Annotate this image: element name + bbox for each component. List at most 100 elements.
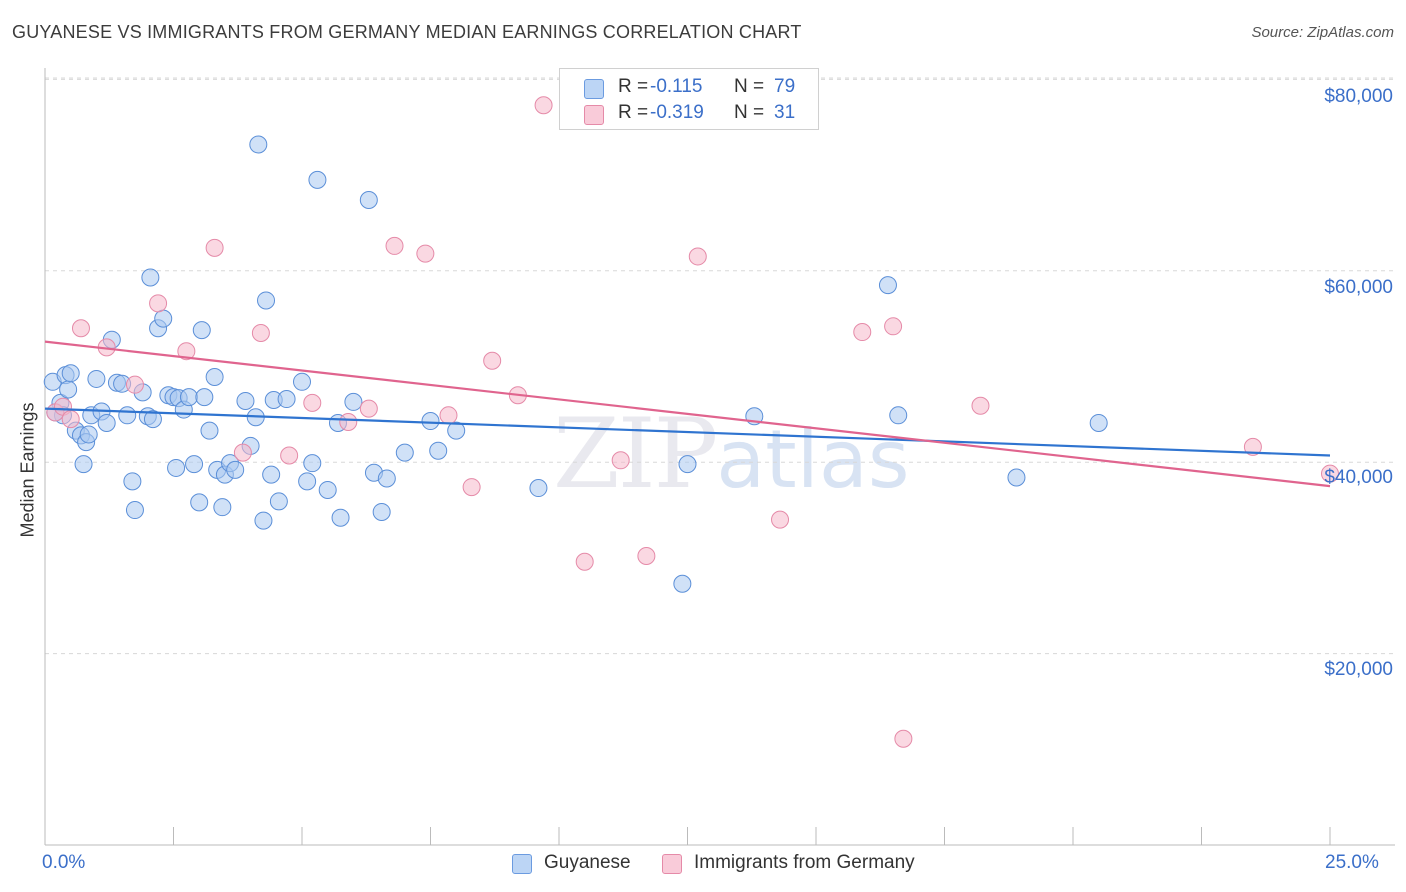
germany-point bbox=[771, 510, 790, 529]
guyanese-point bbox=[125, 501, 144, 520]
germany-point bbox=[611, 451, 630, 470]
germany-point bbox=[177, 342, 196, 361]
guyanese-point bbox=[190, 493, 209, 512]
germany-point bbox=[1321, 464, 1339, 483]
guyanese-point bbox=[359, 190, 378, 209]
germany-point bbox=[853, 323, 872, 342]
x-tick-label-max: 25.0% bbox=[1325, 852, 1379, 873]
guyanese-point bbox=[318, 480, 337, 499]
germany-point bbox=[971, 396, 990, 415]
guyanese-point bbox=[673, 574, 692, 593]
guyanese-point bbox=[372, 502, 391, 521]
guyanese-point bbox=[185, 455, 204, 474]
guyanese-point bbox=[421, 412, 440, 431]
guyanese-point bbox=[59, 380, 78, 399]
germany-point bbox=[339, 413, 358, 432]
watermark: ZIPatlas bbox=[553, 398, 910, 510]
watermark-zip: ZIP bbox=[553, 398, 718, 510]
guyanese-point bbox=[277, 390, 296, 409]
guyanese-point bbox=[1007, 468, 1026, 487]
germany-point bbox=[534, 96, 553, 115]
germany-point bbox=[205, 238, 224, 257]
germany-trend-line bbox=[44, 340, 1331, 488]
germany-point bbox=[149, 294, 168, 313]
germany-point bbox=[359, 399, 378, 418]
guyanese-point bbox=[226, 460, 245, 479]
y-tick-label-80000: $80,000 bbox=[1324, 86, 1393, 107]
guyanese-point bbox=[331, 508, 350, 527]
guyanese-trend-line bbox=[44, 407, 1331, 457]
guyanese-point bbox=[678, 455, 697, 474]
guyanese-point bbox=[195, 388, 214, 407]
guyanese-point bbox=[213, 498, 232, 517]
source-label: Source: ZipAtlas.com bbox=[1251, 24, 1394, 41]
guyanese-point bbox=[167, 458, 186, 477]
guyanese-point bbox=[179, 388, 198, 407]
germany-point bbox=[233, 443, 252, 462]
germany-point bbox=[637, 546, 656, 565]
guyanese-point bbox=[154, 309, 173, 328]
guyanese-point bbox=[249, 135, 268, 154]
bottom-legend-label: Immigrants from Germany bbox=[694, 852, 915, 873]
guyanese-point bbox=[236, 391, 255, 410]
germany-point bbox=[303, 393, 322, 412]
guyanese-point bbox=[141, 268, 160, 287]
bottom-legend-label: Guyanese bbox=[544, 852, 631, 873]
legend-r-label: R = bbox=[618, 76, 649, 97]
legend-swatch-pink bbox=[584, 105, 604, 125]
legend-row-guyanese: R = -0.115 N = 79 bbox=[560, 75, 818, 101]
germany-point bbox=[251, 324, 270, 343]
guyanese-point bbox=[61, 364, 80, 383]
germany-point bbox=[462, 478, 481, 497]
guyanese-point bbox=[447, 421, 466, 440]
guyanese-point bbox=[97, 413, 116, 432]
guyanese-point bbox=[303, 454, 322, 473]
guyanese-point bbox=[74, 455, 93, 474]
legend-n-value: 31 bbox=[774, 102, 796, 123]
guyanese-point bbox=[269, 492, 288, 511]
guyanese-point bbox=[395, 443, 414, 462]
guyanese-point bbox=[529, 479, 548, 498]
chart-title: GUYANESE VS IMMIGRANTS FROM GERMANY MEDI… bbox=[12, 22, 802, 42]
bottom-legend-swatch-blue bbox=[512, 854, 532, 874]
legend-r-label: R = bbox=[618, 102, 649, 123]
guyanese-point bbox=[118, 406, 137, 425]
germany-point bbox=[416, 244, 435, 263]
bottom-legend: Guyanese Immigrants from Germany bbox=[0, 852, 1406, 878]
germany-point bbox=[1243, 437, 1262, 456]
germany-point bbox=[439, 406, 458, 425]
guyanese-point bbox=[143, 410, 162, 429]
germany-point bbox=[884, 317, 903, 336]
legend-row-germany: R = -0.319 N = 31 bbox=[560, 101, 818, 127]
guyanese-point bbox=[429, 441, 448, 460]
germany-point bbox=[688, 247, 707, 266]
guyanese-point bbox=[878, 276, 897, 295]
guyanese-point bbox=[377, 469, 396, 488]
guyanese-point bbox=[79, 425, 98, 444]
guyanese-point bbox=[254, 511, 273, 530]
y-tick-label-60000: $60,000 bbox=[1324, 277, 1393, 298]
guyanese-point bbox=[1089, 413, 1108, 432]
guyanese-point bbox=[293, 372, 311, 391]
guyanese-point bbox=[262, 465, 281, 484]
guyanese-point bbox=[889, 406, 908, 425]
y-tick-label-20000: $20,000 bbox=[1324, 659, 1393, 680]
guyanese-point bbox=[87, 369, 106, 388]
bottom-legend-swatch-pink bbox=[662, 854, 682, 874]
legend-n-label: N = bbox=[734, 76, 765, 97]
guyanese-point bbox=[123, 472, 142, 491]
guyanese-point bbox=[200, 421, 219, 440]
germany-point bbox=[483, 351, 502, 370]
germany-point bbox=[280, 446, 299, 465]
guyanese-point bbox=[308, 170, 327, 189]
guyanese-point bbox=[344, 392, 363, 411]
legend-swatch-blue bbox=[584, 79, 604, 99]
y-axis-label: Median Earnings bbox=[17, 402, 38, 538]
guyanese-point bbox=[192, 321, 211, 340]
germany-point bbox=[385, 236, 404, 255]
germany-point bbox=[575, 552, 594, 571]
correlation-legend: R = -0.115 N = 79 R = -0.319 N = 31 bbox=[559, 68, 819, 130]
germany-point bbox=[125, 375, 144, 394]
legend-r-value: -0.115 bbox=[650, 76, 703, 97]
